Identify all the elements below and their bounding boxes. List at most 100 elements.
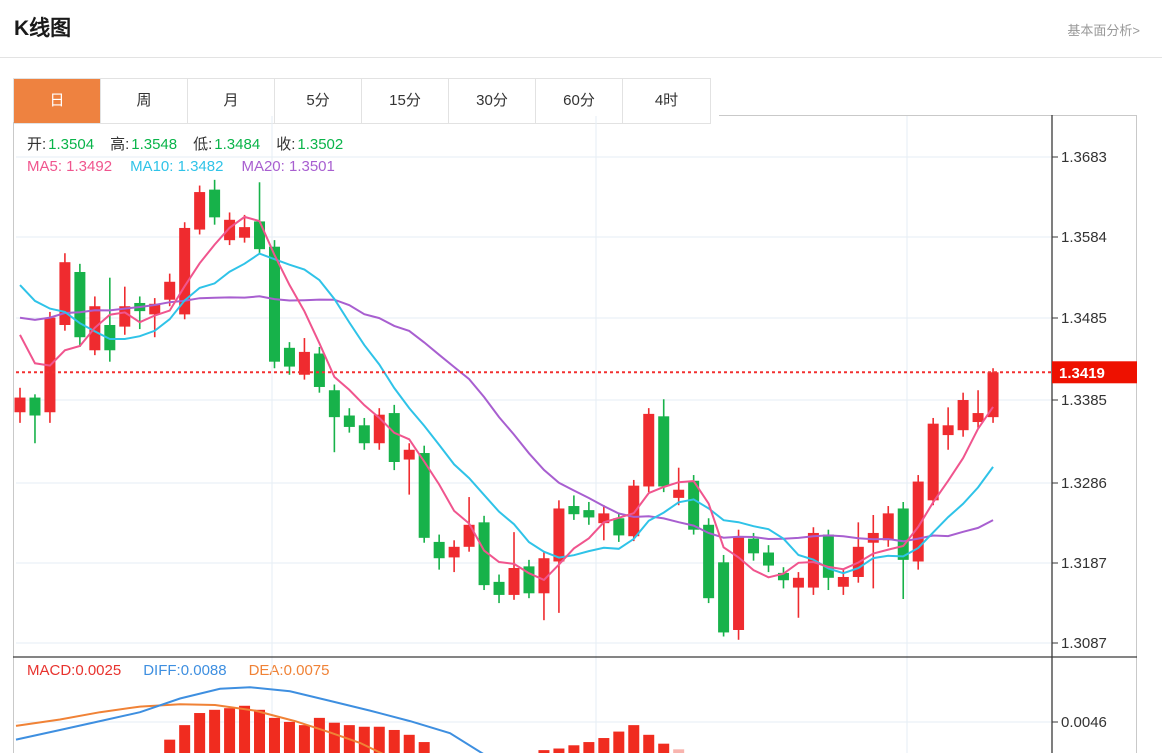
candle-body [224,219,236,241]
candle-body [149,303,161,315]
macd-hist-bar [643,734,655,753]
macd-hist-bar [268,717,280,753]
candle-body [119,306,131,327]
candle-body [433,541,445,559]
candle-body [74,271,86,338]
macd-hist-bar [628,725,640,753]
candle-body [673,489,685,498]
ma10-line [19,252,994,575]
candle-body [867,532,879,543]
candle-body [478,522,490,586]
candle-body [538,558,550,594]
fundamental-analysis-link[interactable]: 基本面分析> [1067,23,1140,38]
macd-hist-bar [298,725,310,753]
candle-body [942,425,954,436]
ohlc-label: 高: [110,136,130,153]
tab-5分[interactable]: 5分 [275,79,362,123]
candle-body [14,397,26,413]
current-price-badge [1052,361,1137,384]
candle-body [553,508,565,562]
price-axis-label: 1.3385 [1061,392,1107,409]
candle-body [254,221,266,250]
macd-hist-bar [283,721,295,753]
header-divider [0,57,1162,58]
price-axis-label: 1.3485 [1061,310,1107,327]
macd-hist-bar [179,725,191,753]
macd-hist-bar [418,742,430,753]
ohlc-label: 低: [193,136,213,153]
candle-body [179,227,191,315]
candle-body [822,534,834,578]
tab-月[interactable]: 月 [188,79,275,123]
candle-body [373,414,385,444]
macd-hist-bar [224,708,236,753]
candle-body [523,566,535,594]
candle-body [882,513,894,541]
macd-hist-bar [373,726,385,753]
candle-body [718,562,730,633]
macd-hist-bar [583,742,595,753]
macd-hist-bar [328,722,340,753]
ohlc-value: 1.3504 [48,136,95,153]
macd-dea-line [15,703,384,753]
candle-body [418,453,430,538]
ma20-line [19,295,994,543]
candle-body [583,510,595,518]
candle-body [403,449,415,460]
kline-chart-canvas[interactable]: 1.3683 1.3584 1.3485 1.3385 1.3286 1.3187 1.30… [13,115,1137,753]
tab-30分[interactable]: 30分 [449,79,536,123]
price-axis-label: 1.3286 [1061,475,1107,492]
price-axis-label: 1.3683 [1061,149,1107,166]
ohlc-legend: 开: 1.3504 高: 1.3548 低: 1.3484 收: 1.3502 [27,133,359,154]
ohlc-item: 高: 1.3548 [110,136,177,153]
candle-body [104,324,116,351]
macd-hist-bar [553,748,565,753]
ohlc-value: 1.3502 [297,136,344,153]
tab-15分[interactable]: 15分 [362,79,449,123]
ma-legend-item: MA10: 1.3482 [130,158,224,175]
macd-hist-bar [313,717,325,753]
candle-body [463,524,475,547]
tab-日[interactable]: 日 [14,79,101,123]
candle-body [29,397,41,416]
price-axis-label: 1.3187 [1061,555,1107,572]
macd-hist-bar [194,713,206,753]
price-axis-label: 1.3087 [1061,635,1107,652]
candle-body [568,506,580,515]
candle-body [343,415,355,427]
candle-body [448,546,460,558]
candle-body [703,524,715,599]
candle-body [283,347,295,367]
candle-body [957,400,969,431]
candle-body [927,423,939,501]
tab-60分[interactable]: 60分 [536,79,623,123]
macd-hist-bar [209,709,221,753]
macd-legend-item: DIFF:0.0088 [143,662,227,679]
price-axis-label: 1.3584 [1061,229,1107,246]
macd-legend-item: DEA:0.0075 [248,662,330,679]
candle-body [748,538,760,554]
candle-body [987,372,999,418]
ma5-line [19,215,994,582]
tab-4时[interactable]: 4时 [623,79,710,123]
ma-legend-item: MA5: 1.3492 [27,158,113,175]
ma-legend: MA5: 1.3492 MA10: 1.3482 MA20: 1.3501 [27,158,353,175]
candle-body [194,192,206,230]
candle-body [298,351,310,375]
candle-body [268,246,280,362]
interval-tabbar: 日周月 5分 15分 30分 60分 4时 [13,78,711,124]
macd-hist-bar [538,750,550,753]
macd-hist-bar [254,709,266,753]
tab-周[interactable]: 周 [101,79,188,123]
candle-body [613,518,625,536]
candle-body [643,413,655,487]
current-price-text: 1.3419 [1059,365,1105,382]
macd-hist-bar [598,738,610,753]
candle-body [59,262,71,325]
ohlc-label: 收: [276,136,296,153]
ohlc-value: 1.3484 [214,136,261,153]
ohlc-value: 1.3548 [131,136,178,153]
candle-body [763,552,774,566]
candle-body [328,390,340,418]
